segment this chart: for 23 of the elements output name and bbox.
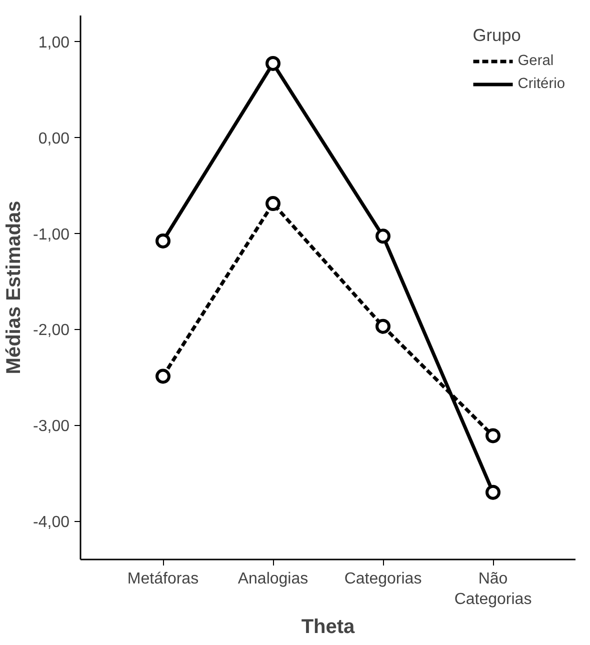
point [266, 56, 280, 71]
x-tick-label: Metáforas [127, 570, 199, 588]
x-tick-label: Analogias [238, 570, 308, 588]
y-tick-label: -2,00 [33, 322, 70, 340]
y-tick-label: -1,00 [33, 226, 70, 244]
x-axis-title: Theta [301, 616, 356, 638]
y-tick-label: 1,00 [38, 34, 70, 52]
x-tick-label: Categorias [344, 570, 422, 588]
point [486, 428, 500, 444]
y-axis-title: Médias Estimadas [3, 200, 26, 374]
y-tick-label: -4,00 [33, 514, 70, 532]
point [156, 368, 170, 384]
legend-title: Grupo [472, 25, 522, 46]
point [486, 484, 500, 500]
point [376, 228, 390, 244]
legend-label: Critério [518, 76, 565, 92]
y-tick-label: -3,00 [33, 418, 70, 436]
point [376, 318, 390, 334]
point [266, 196, 280, 212]
point [156, 233, 170, 248]
legend-label: Geral [518, 53, 554, 69]
x-tick-label: Não Categorias [454, 570, 532, 608]
y-tick-label: 0,00 [38, 130, 70, 148]
